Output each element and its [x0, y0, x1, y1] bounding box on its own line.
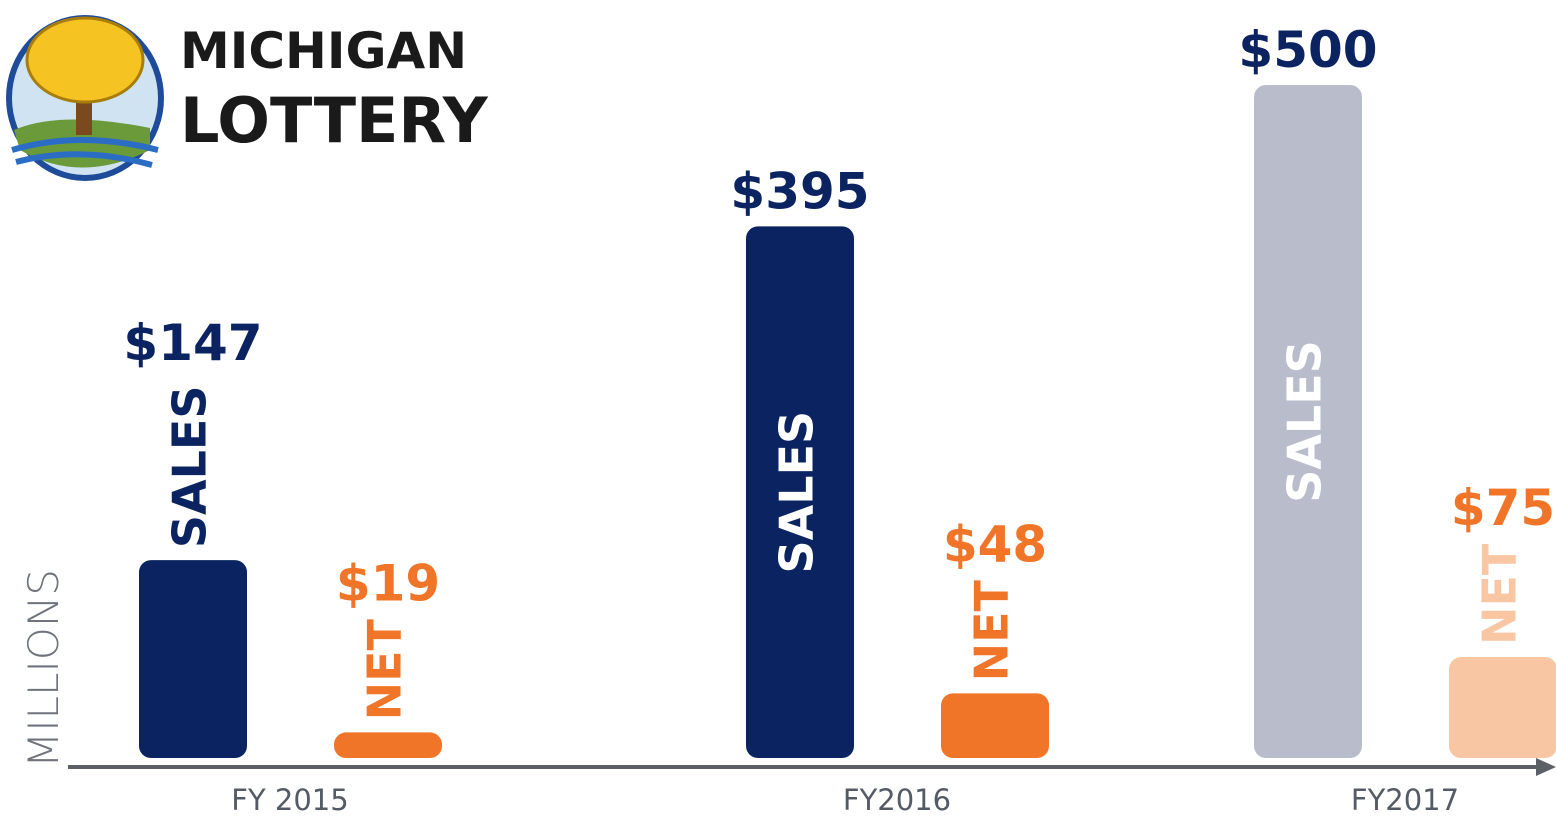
bar — [139, 560, 247, 758]
value-label: $19 — [336, 554, 440, 612]
bar — [1449, 657, 1556, 758]
logo-text: LOTTERY — [180, 84, 489, 157]
logo-water — [11, 137, 159, 168]
logo-tree — [25, 16, 145, 104]
x-tick-label: FY 2015 — [231, 783, 348, 817]
x-tick-label: FY2016 — [843, 783, 951, 817]
bar-series-label: NET — [358, 619, 412, 721]
value-label: $75 — [1451, 479, 1555, 537]
bar-series-label: NET — [1473, 543, 1527, 645]
bar-series-label: SALES — [770, 411, 824, 574]
axis-arrow — [1536, 758, 1556, 776]
bar — [1254, 85, 1362, 758]
bar-series-label: NET — [965, 579, 1019, 681]
value-label: $48 — [943, 515, 1047, 573]
value-label: $500 — [1238, 21, 1377, 79]
y-axis-label: MILLIONS — [19, 569, 68, 768]
bar-series-label: SALES — [163, 386, 217, 549]
bar-series-label: SALES — [1278, 340, 1332, 503]
x-tick-label: FY2017 — [1351, 783, 1459, 817]
bar — [334, 732, 442, 758]
logo: MICHIGAN LOTTERY — [6, 15, 489, 181]
logo-text: MICHIGAN — [180, 22, 467, 80]
bar — [941, 693, 1049, 758]
bar — [746, 226, 854, 758]
value-label: $395 — [730, 162, 869, 220]
value-label: $147 — [123, 314, 262, 372]
